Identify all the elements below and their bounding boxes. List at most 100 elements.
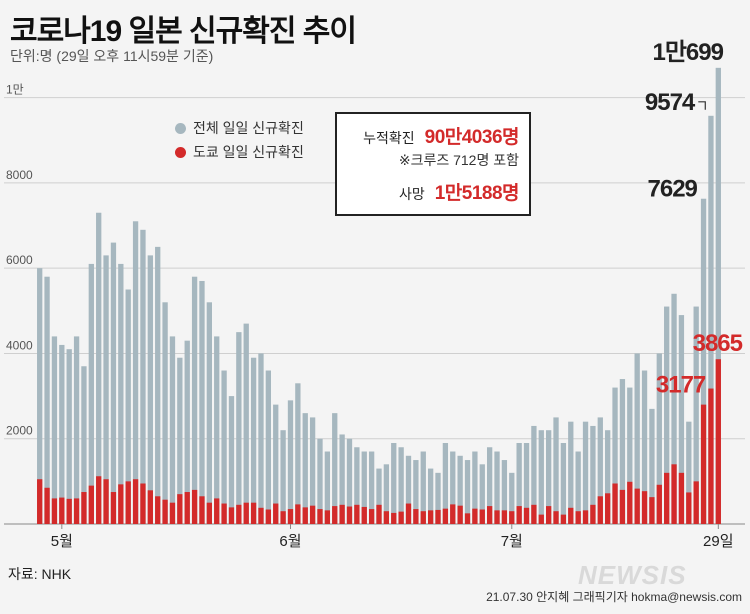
- bar-total: [531, 425, 537, 524]
- bar-tokyo: [96, 476, 102, 524]
- bar-total: [66, 349, 72, 524]
- bar-tokyo: [435, 509, 441, 524]
- bars: [37, 67, 721, 525]
- bar-tokyo: [383, 511, 390, 524]
- bar-total: [464, 460, 471, 524]
- x-tick-label: 5월: [51, 533, 73, 550]
- bar-total: [147, 255, 153, 524]
- bar-total: [51, 336, 58, 524]
- bar-tokyo: [686, 492, 692, 524]
- bar-tokyo: [118, 484, 124, 524]
- bar-tokyo: [560, 514, 567, 524]
- bar-tokyo: [184, 492, 190, 524]
- chart-subtitle: 단위:명 (29일 오후 11시59분 기준): [10, 48, 214, 64]
- bar-tokyo: [59, 497, 65, 524]
- bar-tokyo: [177, 494, 183, 524]
- bar-total: [568, 421, 574, 524]
- bar-total: [509, 472, 515, 524]
- leader-line: [698, 101, 706, 110]
- deaths-value: 1만5188명: [434, 183, 520, 204]
- bar-total: [273, 404, 279, 524]
- bar-tokyo: [140, 483, 146, 524]
- bar-tokyo: [295, 504, 301, 524]
- bar-tokyo: [324, 510, 331, 524]
- bar-total: [280, 430, 286, 524]
- bar-tokyo: [494, 510, 500, 524]
- bar-total: [59, 344, 65, 524]
- bar-tokyo: [169, 502, 176, 524]
- bar-total: [442, 442, 449, 524]
- bar-total: [184, 340, 190, 524]
- bar-total: [383, 464, 390, 524]
- bar-total: [612, 387, 618, 524]
- bar-tokyo: [546, 506, 552, 524]
- bar-tokyo: [391, 512, 397, 524]
- y-tick-label: 1만: [6, 83, 24, 97]
- bar-total: [103, 255, 109, 524]
- bar-tokyo: [280, 511, 286, 524]
- bar-total: [494, 451, 500, 524]
- legend-item-total: 전체 일일 신규확진: [175, 116, 304, 140]
- bar-total: [199, 280, 205, 524]
- bar-total: [575, 451, 581, 524]
- bar-total: [302, 413, 308, 524]
- bar-tokyo: [700, 404, 707, 524]
- bar-tokyo: [671, 464, 677, 524]
- bar-total: [140, 229, 146, 525]
- bar-total: [435, 472, 441, 524]
- bar-total: [523, 442, 530, 524]
- bar-tokyo: [553, 511, 559, 524]
- legend: 전체 일일 신규확진 도쿄 일일 신규확진: [175, 116, 304, 164]
- bar-total: [243, 323, 249, 524]
- bar-total: [664, 306, 670, 524]
- bar-total: [162, 302, 168, 524]
- bar-total: [582, 421, 589, 524]
- x-tick-label: 29일: [703, 533, 734, 550]
- bar-total: [450, 451, 456, 524]
- bar-tokyo: [486, 506, 493, 524]
- bar-total: [708, 115, 714, 525]
- bar-total: [346, 438, 353, 524]
- bar-total: [686, 421, 692, 524]
- bar-total: [169, 336, 176, 524]
- bar-total: [177, 357, 183, 524]
- bar-tokyo: [413, 509, 419, 524]
- legend-label-tokyo: 도쿄 일일 신규확진: [193, 144, 304, 160]
- cruise-note: ※크루즈 712명 포함: [398, 152, 519, 168]
- bar-total: [420, 451, 426, 524]
- bar-tokyo: [162, 499, 168, 524]
- bar-tokyo: [590, 504, 596, 524]
- bar-total: [118, 263, 124, 524]
- bar-total: [597, 417, 603, 524]
- bar-tokyo: [664, 472, 670, 524]
- bar-tokyo: [37, 479, 43, 524]
- data-label: 3177: [656, 372, 706, 399]
- legend-dot-total: [175, 122, 186, 134]
- bar-total: [361, 451, 367, 524]
- annotations: 7629 9574 1만699 3177 3865: [645, 39, 744, 399]
- bar-tokyo: [214, 498, 220, 524]
- bar-tokyo: [339, 504, 345, 524]
- bar-total: [398, 447, 404, 524]
- bar-tokyo: [199, 496, 205, 524]
- bar-tokyo: [450, 504, 456, 524]
- bar-tokyo: [523, 507, 530, 524]
- y-tick-label: 2000: [6, 424, 33, 438]
- bar-total: [516, 442, 522, 524]
- bar-total: [671, 293, 677, 524]
- bar-tokyo: [582, 510, 589, 524]
- cumulative-row: 누적확진 90만4036명: [337, 122, 519, 150]
- bar-tokyo: [516, 506, 522, 524]
- data-label: 1만699: [652, 39, 723, 66]
- bar-total: [413, 460, 419, 524]
- bar-tokyo: [243, 502, 249, 524]
- bar-tokyo: [110, 492, 117, 524]
- bar-tokyo: [376, 504, 382, 524]
- bar-total: [641, 370, 648, 524]
- bar-total: [634, 353, 640, 524]
- x-tick-label: 6월: [279, 533, 301, 550]
- bar-tokyo: [457, 505, 463, 524]
- data-label: 7629: [648, 176, 698, 203]
- cumulative-label: 누적확진: [363, 130, 415, 146]
